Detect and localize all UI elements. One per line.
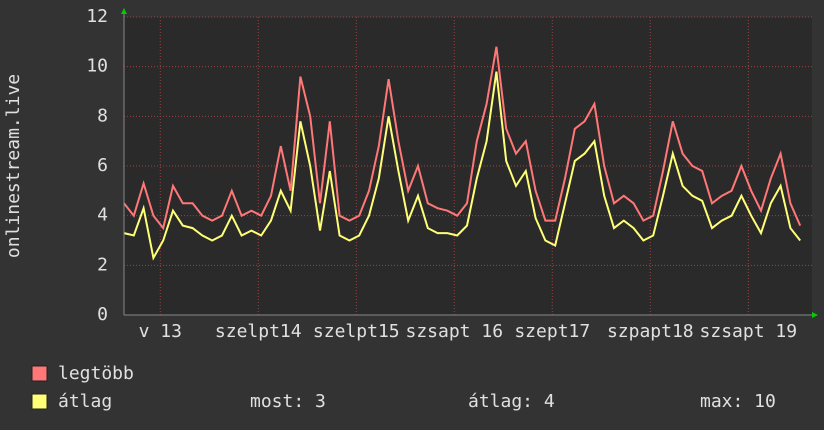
x-tick-label: szsapt 19 bbox=[700, 321, 798, 342]
legend-stat: átlag: 4 bbox=[468, 391, 555, 412]
y-tick-label: 12 bbox=[86, 6, 108, 27]
x-tick-label: szept17 bbox=[514, 321, 590, 342]
marks bbox=[123, 46, 802, 261]
series-line bbox=[123, 46, 802, 231]
y-tick-label: 6 bbox=[97, 155, 108, 176]
y-arrow bbox=[121, 8, 127, 14]
legend-swatch bbox=[31, 365, 48, 382]
legend-swatch bbox=[31, 393, 48, 410]
y-tick-label: 10 bbox=[86, 56, 108, 77]
series-line bbox=[123, 71, 801, 261]
legend-label: átlag bbox=[58, 391, 112, 412]
y-tick-label: 0 bbox=[97, 304, 108, 325]
y-tick-label: 4 bbox=[97, 205, 108, 226]
x-tick-label: v 13 bbox=[139, 321, 182, 342]
x-tick-label: szelpt15 bbox=[313, 321, 400, 342]
y-axis-label: onlinestream.live bbox=[3, 74, 24, 258]
legend-stat: max: 10 bbox=[700, 391, 776, 412]
legend-label: legtöbb bbox=[58, 363, 134, 384]
x-arrow bbox=[812, 312, 818, 318]
y-tick-label: 8 bbox=[97, 105, 108, 126]
x-tick-label: szpapt18 bbox=[607, 321, 694, 342]
legend-stat: most: 3 bbox=[250, 391, 326, 412]
x-tick-label: szelpt14 bbox=[215, 321, 302, 342]
plot-area bbox=[124, 17, 812, 315]
y-tick-label: 2 bbox=[97, 254, 108, 275]
legend: legtöbb átlag most: 3 átlag: 4 max: 10 bbox=[31, 363, 776, 412]
x-tick-label: szsapt 16 bbox=[406, 321, 504, 342]
